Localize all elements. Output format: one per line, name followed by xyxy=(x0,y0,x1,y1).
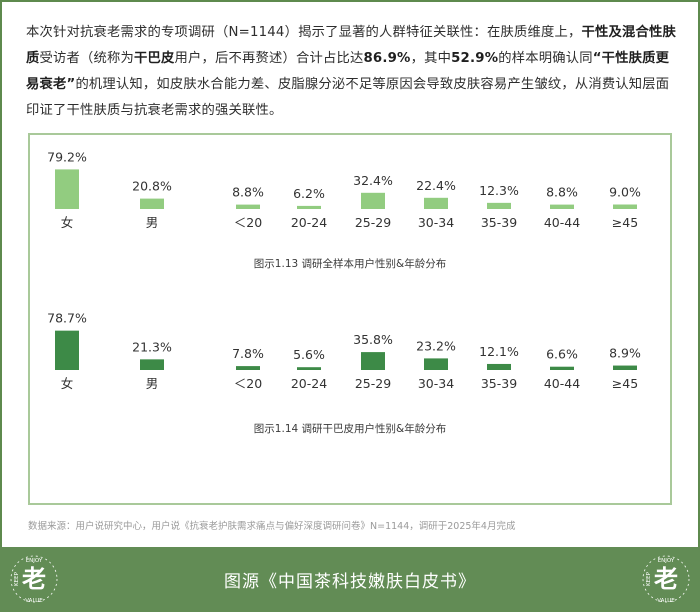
chart1-value-label-7: 8.8% xyxy=(546,185,578,200)
chart1-bar-7 xyxy=(550,204,574,209)
chart2-category-label-7: 40-44 xyxy=(544,376,580,391)
chart2-value-label-0: 78.7% xyxy=(47,311,87,326)
data-source-note: 数据来源：用户说研究中心，用户说《抗衰老护肤需求痛点与偏好深度调研问卷》N=11… xyxy=(28,521,516,532)
chart1-value-label-2: 8.8% xyxy=(232,185,264,200)
chart1-bar-0 xyxy=(55,169,79,209)
footer-title: 图源《中国茶科技嫩肤白皮书》 xyxy=(224,572,476,592)
chart1-title: 图示1.13 调研全样本用户性别&年龄分布 xyxy=(254,257,446,270)
chart1-category-label-4: 25-29 xyxy=(355,215,391,230)
chart1-category-label-5: 30-34 xyxy=(418,215,454,230)
charts-area: 79.2% 女 20.8% 男 8.8% ＜20 6.2% 20-24 32.4% 25-29 22… xyxy=(30,135,670,503)
chart1-category-label-0: 女 xyxy=(61,215,74,230)
badge-word-left-right: KEEP xyxy=(646,571,652,586)
chart2-value-label-8: 8.9% xyxy=(609,346,641,361)
chart1-category-label-7: 40-44 xyxy=(544,215,580,230)
chart2-value-label-2: 7.8% xyxy=(232,346,264,361)
chart1-value-label-3: 6.2% xyxy=(293,186,325,201)
chart2-title: 图示1.14 调研干巴皮用户性别&年龄分布 xyxy=(254,422,446,435)
badge-ring-left xyxy=(10,555,58,603)
chart2-value-label-6: 12.1% xyxy=(479,344,519,359)
chart2-category-label-2: ＜20 xyxy=(234,376,262,391)
chart1-bar-4 xyxy=(361,192,385,209)
badge-word-bottom-left: VALUE xyxy=(25,598,43,604)
badge-word-left-left: KEEP xyxy=(14,571,20,586)
chart2-bar-6 xyxy=(487,363,511,370)
chart2-value-label-5: 23.2% xyxy=(416,338,456,353)
chart2-category-label-4: 25-29 xyxy=(355,376,391,391)
chart2-category-label-8: ≥45 xyxy=(612,376,638,391)
chart1-bar-3 xyxy=(297,205,321,209)
chart1-bar-2 xyxy=(236,204,260,209)
chart2-value-label-3: 5.6% xyxy=(293,347,325,362)
chart1-value-label-8: 9.0% xyxy=(609,185,641,200)
chart2-bar-2 xyxy=(236,366,260,370)
chart2-category-label-0: 女 xyxy=(61,376,74,391)
chart1-category-label-1: 男 xyxy=(146,215,159,230)
chart2-bar-4 xyxy=(361,352,385,370)
chart1-value-label-4: 32.4% xyxy=(353,173,393,188)
badge-word-top-left: ENJOY xyxy=(26,558,43,564)
chart1-value-label-5: 22.4% xyxy=(416,178,456,193)
chart2-bar-5 xyxy=(424,358,448,370)
badge-word-bottom-right: VALUE xyxy=(657,598,675,604)
chart2-bar-7 xyxy=(550,366,574,370)
badge-word-top-right: ENJOY xyxy=(658,558,675,564)
chart2-bar-1 xyxy=(140,359,164,370)
chart2-value-label-1: 21.3% xyxy=(132,339,172,354)
chart1-category-label-6: 35-39 xyxy=(481,215,517,230)
chart1-bar-1 xyxy=(140,198,164,209)
chart2-bar-0 xyxy=(55,330,79,370)
chart2-value-label-4: 35.8% xyxy=(353,332,393,347)
chart2-category-label-3: 20-24 xyxy=(291,376,327,391)
badge-glyph-right: 老 xyxy=(654,564,678,593)
chart1-bar-8 xyxy=(613,204,637,209)
chart2-category-label-1: 男 xyxy=(146,376,159,391)
footer-banner: 老 ENJOY VALUE KEEP 图源《中国茶科技嫩肤白皮书》 老 ENJOY VAL… xyxy=(0,547,700,612)
badge-ring-right xyxy=(642,555,690,603)
chart1-value-label-0: 79.2% xyxy=(47,149,87,164)
badge-glyph-left: 老 xyxy=(22,564,46,593)
chart1-value-label-1: 20.8% xyxy=(132,179,172,194)
chart2-bar-8 xyxy=(613,365,637,370)
chart1-bar-5 xyxy=(424,197,448,209)
chart1-category-label-8: ≥45 xyxy=(612,215,638,230)
chart1-value-label-6: 12.3% xyxy=(479,183,519,198)
chart1-bar-6 xyxy=(487,202,511,209)
chart2-category-label-6: 35-39 xyxy=(481,376,517,391)
charts-panel: 79.2% 女 20.8% 男 8.8% ＜20 6.2% 20-24 32.4% 25-29 22… xyxy=(28,133,672,505)
bar-charts-svg: 79.2% 女 20.8% 男 8.8% ＜20 6.2% 20-24 32.4% 25-29 22… xyxy=(47,149,641,435)
chart2-bar-3 xyxy=(297,367,321,370)
chart2-value-label-7: 6.6% xyxy=(546,347,578,362)
chart1-category-label-2: ＜20 xyxy=(234,215,262,230)
intro-paragraph: 本次针对抗衰老需求的专项调研（N=1144）揭示了显著的人群特征关联性：在肤质维… xyxy=(26,25,676,118)
chart2-category-label-5: 30-34 xyxy=(418,376,454,391)
chart1-category-label-3: 20-24 xyxy=(291,215,327,230)
